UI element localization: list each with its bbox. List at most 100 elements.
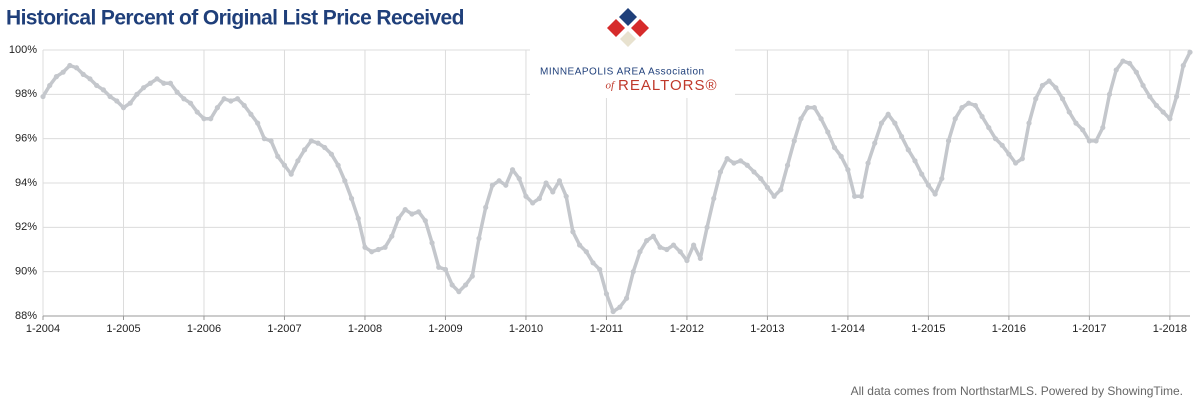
point [476, 235, 482, 242]
x-tick-label: 1-2007 [267, 323, 301, 335]
point [1113, 67, 1119, 73]
point [181, 96, 187, 102]
point [248, 111, 254, 117]
point [751, 169, 757, 175]
point [563, 193, 569, 199]
point [825, 129, 831, 135]
point [409, 211, 415, 217]
x-tick-label: 1-2016 [992, 323, 1026, 335]
y-tick-label: 94% [15, 177, 37, 189]
point [73, 65, 80, 71]
point [959, 105, 965, 111]
point [375, 246, 381, 253]
point [107, 93, 113, 100]
point [771, 193, 777, 199]
point [342, 178, 348, 184]
point [80, 71, 86, 77]
point [892, 120, 898, 126]
point [416, 209, 422, 215]
chart-title: Historical Percent of Original List Pric… [6, 7, 464, 30]
point [449, 282, 455, 288]
point [831, 144, 838, 151]
point [1160, 109, 1166, 115]
x-tick-label: 1-2004 [26, 323, 60, 335]
point [724, 156, 730, 162]
point [503, 182, 509, 188]
point [234, 96, 241, 102]
point [87, 76, 93, 82]
point [912, 158, 918, 164]
point [1167, 116, 1173, 122]
point [784, 162, 791, 168]
point [523, 193, 529, 199]
point [972, 102, 978, 109]
point [838, 153, 844, 159]
point [556, 178, 563, 184]
point [167, 80, 174, 86]
y-tick-label: 100% [9, 44, 37, 56]
point [737, 158, 744, 164]
point [1006, 151, 1012, 157]
point [530, 200, 536, 206]
point [858, 193, 864, 199]
point [1026, 120, 1032, 126]
point [436, 264, 442, 270]
point [456, 289, 462, 295]
point [878, 120, 885, 126]
point [919, 171, 925, 177]
point [1133, 69, 1139, 75]
point [228, 98, 234, 104]
point [40, 93, 46, 100]
point [798, 116, 804, 122]
point [570, 229, 576, 235]
point [1033, 96, 1039, 102]
point [1080, 127, 1086, 133]
point [691, 242, 697, 248]
point [261, 136, 267, 142]
point [1066, 109, 1072, 115]
point [1013, 160, 1019, 166]
point [301, 147, 308, 153]
point [952, 116, 958, 122]
x-tick-label: 1-2008 [348, 323, 382, 335]
point [134, 91, 140, 97]
point [764, 184, 771, 191]
point [187, 100, 194, 106]
point [395, 215, 402, 222]
point [127, 100, 133, 106]
point [657, 244, 663, 250]
x-tick-label: 1-2006 [187, 323, 221, 335]
point [664, 246, 670, 253]
point [610, 308, 616, 315]
point [483, 204, 489, 210]
point [898, 133, 905, 140]
point [214, 105, 220, 111]
point [597, 266, 603, 273]
point [1147, 93, 1153, 100]
point [1073, 120, 1079, 126]
point [684, 257, 690, 264]
point [161, 80, 167, 86]
y-tick-label: 90% [15, 266, 37, 278]
point [516, 175, 522, 182]
x-tick-label: 1-2011 [590, 323, 623, 335]
point [536, 195, 542, 202]
point [208, 116, 214, 122]
point [670, 242, 677, 248]
point [382, 244, 388, 250]
point [308, 138, 314, 144]
point [442, 266, 449, 273]
point [462, 282, 469, 288]
logo: MINNEAPOLIS AREA Association of REALTORS… [530, 0, 735, 98]
point [791, 138, 797, 144]
point [603, 291, 610, 297]
y-tick-label: 88% [15, 310, 37, 322]
logo-icon-top [619, 8, 637, 26]
point [147, 80, 153, 86]
point [348, 195, 355, 202]
point [402, 207, 408, 213]
y-tick-label: 98% [15, 88, 37, 100]
point [550, 189, 556, 195]
x-tick-label: 1-2015 [911, 323, 945, 335]
